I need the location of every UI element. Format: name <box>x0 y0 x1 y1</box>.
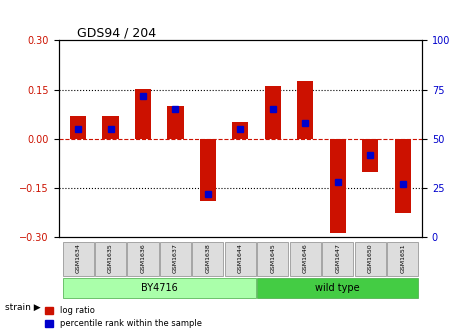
FancyBboxPatch shape <box>355 242 386 276</box>
Text: GSM1634: GSM1634 <box>76 244 81 274</box>
Bar <box>135 89 151 139</box>
Text: GSM1651: GSM1651 <box>400 244 405 273</box>
Text: GSM1650: GSM1650 <box>368 244 373 273</box>
FancyBboxPatch shape <box>160 242 191 276</box>
Text: BY4716: BY4716 <box>141 283 178 293</box>
Text: GSM1638: GSM1638 <box>205 244 211 274</box>
Bar <box>200 139 216 201</box>
Text: strain ▶: strain ▶ <box>5 303 40 312</box>
Text: GSM1637: GSM1637 <box>173 244 178 274</box>
FancyBboxPatch shape <box>387 242 418 276</box>
Bar <box>330 139 346 233</box>
FancyBboxPatch shape <box>257 278 418 298</box>
FancyBboxPatch shape <box>225 242 256 276</box>
FancyBboxPatch shape <box>62 278 256 298</box>
Text: GDS94 / 204: GDS94 / 204 <box>77 26 156 39</box>
Bar <box>394 139 411 213</box>
FancyBboxPatch shape <box>62 242 94 276</box>
FancyBboxPatch shape <box>95 242 126 276</box>
Bar <box>102 116 119 139</box>
FancyBboxPatch shape <box>290 242 321 276</box>
Bar <box>70 116 86 139</box>
FancyBboxPatch shape <box>128 242 159 276</box>
Bar <box>362 139 378 172</box>
Text: GSM1635: GSM1635 <box>108 244 113 274</box>
FancyBboxPatch shape <box>322 242 353 276</box>
Text: GSM1646: GSM1646 <box>303 244 308 274</box>
Text: GSM1645: GSM1645 <box>270 244 275 274</box>
Text: GSM1647: GSM1647 <box>335 244 340 274</box>
Text: GSM1644: GSM1644 <box>238 244 243 274</box>
Bar <box>297 81 313 139</box>
FancyBboxPatch shape <box>192 242 224 276</box>
Text: wild type: wild type <box>316 283 360 293</box>
FancyBboxPatch shape <box>257 242 288 276</box>
Text: GSM1636: GSM1636 <box>141 244 145 274</box>
Bar <box>167 106 183 139</box>
Bar <box>265 86 281 139</box>
Legend: log ratio, percentile rank within the sample: log ratio, percentile rank within the sa… <box>42 303 205 332</box>
Bar <box>232 122 249 139</box>
